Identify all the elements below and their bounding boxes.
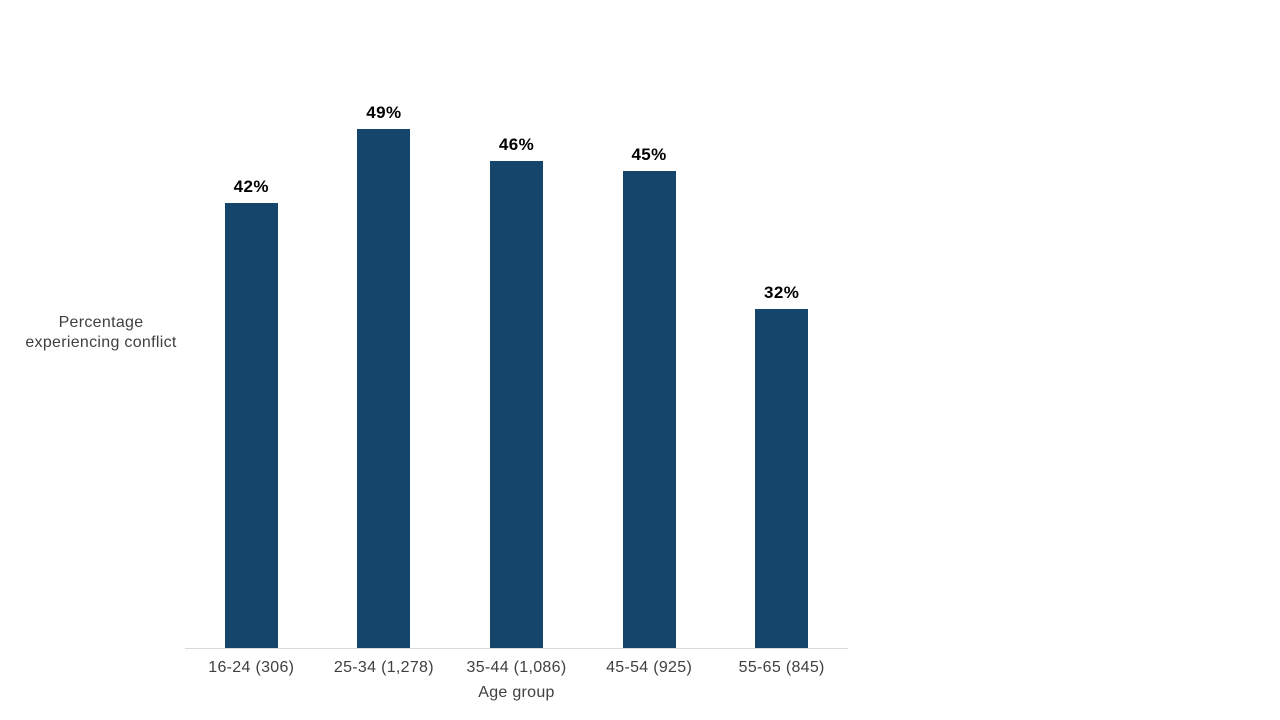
bar-chart-plot-area: 42% 49% 46% 45% 32% [185,89,848,649]
bar-slot: 49% [318,103,451,648]
x-axis-title: Age group [478,684,555,701]
bar-45-54 [622,171,676,648]
x-axis-category: 45-54 (925) [606,659,693,676]
bar-35-44 [489,161,543,648]
bar-value-label: 49% [366,103,402,122]
y-axis-title: Percentage experiencing conflict [8,313,194,353]
x-axis-category: 16-24 (306) [208,659,295,676]
x-axis-category: 25-34 (1,278) [333,659,434,676]
x-axis-category-labels: 16-24 (306) 25-34 (1,278) 35-44 (1,086) 45-… [185,659,848,677]
bar-value-label: 45% [631,145,667,164]
bar-25-34 [357,129,411,648]
bar-value-label: 46% [498,135,535,154]
y-axis-title-line2: experiencing conflict [25,334,177,351]
x-axis-category: 35-44 (1,086) [466,659,567,676]
bar-55-65 [755,309,809,648]
y-axis-title-line1: Percentage [58,314,144,331]
bar-value-label: 42% [233,177,269,196]
bar-slot: 45% [583,145,716,648]
bar-16-24 [224,203,278,648]
x-axis-category: 55-65 (845) [738,659,825,676]
bar-slot: 32% [715,283,848,648]
bar-slot: 46% [450,135,583,648]
bar-slot: 42% [185,177,318,648]
bar-value-label: 32% [764,283,800,302]
